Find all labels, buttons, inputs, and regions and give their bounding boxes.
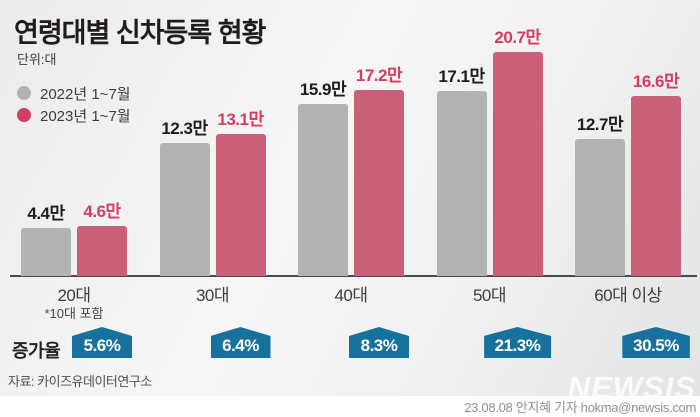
legend-item-2022: 2022년 1~7월: [17, 82, 131, 104]
bar-2023-20대: [77, 226, 127, 276]
bar-value-label-2023-50대: 20.7만: [494, 28, 541, 47]
growth-badge-60대 이상: 30.5%: [622, 327, 690, 358]
category-footnote: *10대 포함: [44, 306, 104, 321]
legend-item-2023: 2023년 1~7월: [17, 104, 131, 126]
legend-dot-2023-icon: [17, 108, 31, 122]
x-axis-label-20대: 20대: [57, 286, 91, 305]
bar-value-label-2022-50대: 17.1만: [438, 67, 485, 86]
bar-value-label-2023-30대: 13.1만: [217, 110, 264, 129]
bar-2023-50대: [492, 52, 543, 276]
bar-2022-30대: [159, 143, 210, 276]
x-axis-label-40대: 40대: [334, 286, 368, 305]
bar-value-label-2023-20대: 4.6만: [83, 202, 121, 221]
bar-2023-30대: [215, 134, 266, 276]
bar-value-label-2022-30대: 12.3만: [161, 119, 208, 138]
growth-rate-label: 증가율: [12, 341, 61, 361]
legend-label-2023: 2023년 1~7월: [40, 107, 131, 125]
bar-2023-40대: [354, 90, 404, 276]
x-axis-label-50대: 50대: [472, 286, 507, 305]
source-label: 자료: 카이즈유데이터연구소: [8, 374, 152, 389]
growth-badge-40대: 8.3%: [349, 327, 409, 358]
legend: 2022년 1~7월 2023년 1~7월: [17, 82, 131, 126]
bar-2022-60대 이상: [575, 139, 625, 276]
bar-value-label-2023-40대: 17.2만: [355, 66, 403, 85]
growth-badge-50대: 21.3%: [483, 327, 552, 358]
x-axis-line: [10, 275, 697, 277]
growth-badge-30대: 6.4%: [210, 327, 271, 358]
bar-2022-20대: [21, 228, 71, 276]
x-axis-label-60대 이상: 60대 이상: [594, 286, 662, 305]
growth-badge-20대: 5.6%: [72, 327, 132, 358]
bar-value-label-2023-60대 이상: 16.6만: [632, 72, 680, 91]
credit-text: 23.08.08 안지혜 기자 hokma@newsis.com: [464, 400, 696, 415]
bar-2023-60대 이상: [631, 96, 681, 276]
x-axis-label-30대: 30대: [195, 286, 230, 305]
credit-bar: 23.08.08 안지혜 기자 hokma@newsis.com: [0, 396, 700, 417]
legend-label-2022: 2022년 1~7월: [40, 85, 131, 103]
bar-value-label-2022-60대 이상: 12.7만: [576, 115, 624, 134]
bar-2022-50대: [436, 91, 487, 276]
bar-2022-40대: [298, 104, 348, 276]
bar-value-label-2022-20대: 4.4만: [27, 204, 65, 223]
page-title: 연령대별 신차등록 현황: [14, 18, 266, 48]
legend-dot-2022-icon: [17, 86, 31, 100]
bar-value-label-2022-40대: 15.9만: [299, 80, 347, 99]
unit-label: 단위:대: [17, 52, 57, 67]
